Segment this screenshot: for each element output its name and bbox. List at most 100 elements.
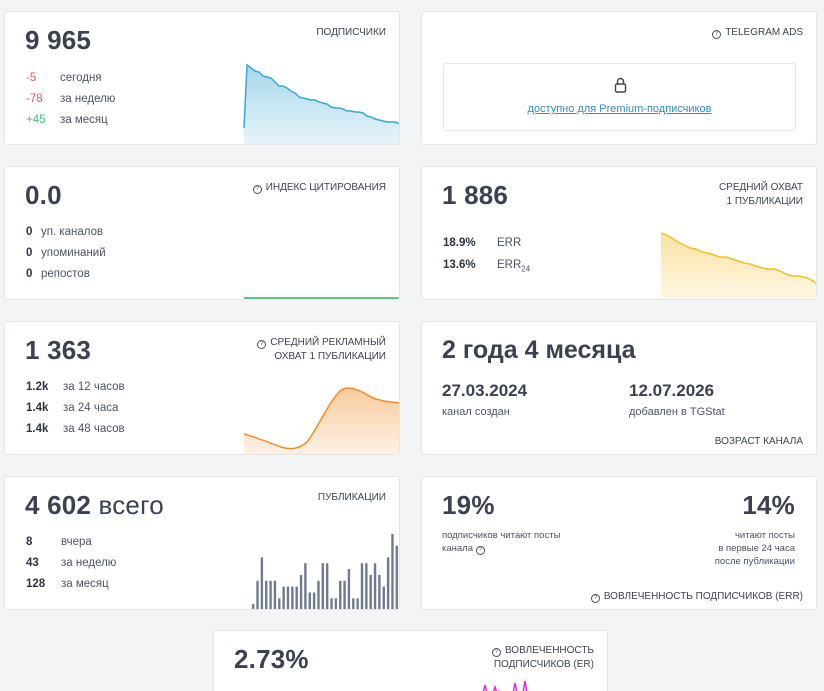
engagement-left-value: 19% <box>442 490 495 520</box>
citation-label: ? ИНДЕКС ЦИТИРОВАНИЯ <box>252 181 386 195</box>
reach-line <box>660 232 816 285</box>
posts-bar <box>321 563 325 609</box>
posts-bar <box>256 580 259 609</box>
posts-bar <box>312 592 316 609</box>
posts-bar <box>286 586 290 609</box>
premium-lock-box[interactable]: доступно для Premium-подписчиков <box>443 63 796 131</box>
reach-row-err: 18.9% ERR <box>443 237 522 249</box>
channel-age-footer: ВОЗРАСТ КАНАЛА <box>714 436 803 447</box>
subscribers-area <box>244 65 399 144</box>
subscribers-value: 9 965 <box>25 25 92 55</box>
telegram-ads-label: ? TELEGRAM ADS <box>712 26 803 40</box>
posts-bar <box>304 563 307 609</box>
citation-row-reposts: 0 репостов <box>26 268 90 280</box>
posts-bar <box>269 580 272 609</box>
posts-row-month: 128 за месяц <box>26 578 109 590</box>
subscribers-row-month: +45 за месяц <box>26 114 108 126</box>
info-icon[interactable]: ? <box>252 185 262 194</box>
citation-card[interactable]: 0.0 ? ИНДЕКС ЦИТИРОВАНИЯ 0 уп. каналов 0 уп… <box>4 166 400 300</box>
info-icon[interactable]: ? <box>257 340 267 349</box>
ad-reach-value: 1 363 <box>25 335 92 365</box>
posts-bar <box>395 545 399 609</box>
created-label: канал создан <box>442 406 510 418</box>
channel-age-card[interactable]: 2 года 4 месяца 27.03.2024 канал создан … <box>421 321 817 455</box>
posts-bar <box>325 563 329 609</box>
info-icon[interactable]: ? <box>491 648 501 657</box>
subscribers-row-week: -78 за неделю <box>26 93 116 105</box>
posts-bar <box>299 574 303 609</box>
posts-bar <box>265 580 268 609</box>
posts-bar <box>365 563 368 609</box>
citation-value: 0.0 <box>25 180 62 210</box>
posts-bar <box>278 598 281 609</box>
posts-bar <box>369 574 372 609</box>
posts-bar <box>347 569 351 609</box>
reach-value: 1 886 <box>442 180 509 210</box>
added-date: 12.07.2026 <box>629 381 715 400</box>
engagement-right-text: читают посты в первые 24 часа после публ… <box>714 530 795 567</box>
posts-row-yesterday: 8 вчера <box>26 536 92 548</box>
posts-row-week: 43 за неделю <box>26 557 117 569</box>
premium-link[interactable]: доступно для Premium-подписчиков <box>527 103 712 115</box>
info-icon[interactable]: ? <box>590 594 600 603</box>
engagement-right-value: 14% <box>742 490 795 520</box>
posts-bar <box>291 586 294 609</box>
lock-icon <box>614 77 627 93</box>
ad-reach-sparkline <box>243 387 399 454</box>
engagement-footer: ? ВОВЛЕЧЕННОСТЬ ПОДПИСЧИКОВ (ERR) <box>590 590 803 604</box>
subscribers-row-today: -5 сегодня <box>26 72 102 84</box>
citation-row-channels: 0 уп. каналов <box>26 226 104 238</box>
er-label: ? ВОВЛЕЧЕННОСТЬ ПОДПИСЧИКОВ (ER) <box>491 645 594 670</box>
posts-bar <box>360 563 364 609</box>
posts-bar <box>273 580 277 609</box>
reach-card[interactable]: 1 886 СРЕДНИЙ ОХВАТ 1 ПУБЛИКАЦИИ 18.9% ER… <box>421 166 817 300</box>
info-icon[interactable]: ? <box>712 30 722 39</box>
telegram-ads-card[interactable]: ? TELEGRAM ADS доступно для Premium-подпи… <box>421 11 817 145</box>
posts-bar <box>352 598 355 609</box>
posts-bar <box>339 580 342 609</box>
citation-sparkline <box>244 297 399 299</box>
ad-reach-row-48h: 1.4k за 48 часов <box>26 423 125 435</box>
engagement-card[interactable]: 19% 14% подписчиков читают посты канала … <box>421 476 817 610</box>
posts-bar <box>282 586 285 609</box>
engagement-left-text: подписчиков читают посты канала ? <box>442 530 561 555</box>
reach-area <box>661 233 816 299</box>
er-line <box>482 680 528 691</box>
info-icon[interactable]: ? <box>475 546 485 555</box>
posts-bar-chart <box>251 534 399 609</box>
ad-reach-area <box>244 388 399 454</box>
posts-bar <box>251 604 255 609</box>
posts-value: 4 602 всего <box>25 490 164 520</box>
subscribers-sparkline <box>243 63 399 144</box>
ad-reach-row-12h: 1.2k за 12 часов <box>26 381 125 393</box>
subscribers-line <box>243 63 399 129</box>
created-date: 27.03.2024 <box>442 381 528 400</box>
posts-bar <box>382 586 385 609</box>
ad-reach-label: ? СРЕДНИЙ РЕКЛАМНЫЙ ОХВАТ 1 ПУБЛИКАЦИИ <box>257 336 386 364</box>
posts-bar <box>391 534 394 609</box>
reach-sparkline <box>660 232 816 299</box>
ad-reach-row-24h: 1.4k за 24 часа <box>26 402 119 414</box>
posts-bar <box>308 592 311 609</box>
posts-bar <box>260 557 264 609</box>
er-card[interactable]: 2.73% ? ВОВЛЕЧЕННОСТЬ ПОДПИСЧИКОВ (ER) <box>213 630 608 691</box>
posts-bar <box>356 598 359 609</box>
posts-bar <box>343 580 346 609</box>
posts-bar <box>386 557 390 609</box>
posts-bar <box>334 598 338 609</box>
posts-bar <box>373 563 377 609</box>
reach-row-err24: 13.6% ERR24 <box>443 259 531 274</box>
posts-card[interactable]: 4 602 всего ПУБЛИКАЦИИ 8 вчера 43 за недел… <box>4 476 400 610</box>
citation-row-mentions: 0 упоминаний <box>26 247 106 259</box>
posts-bar <box>317 580 320 609</box>
subscribers-card[interactable]: 9 965 ПОДПИСЧИКИ -5 сегодня -78 за неделю … <box>4 11 400 145</box>
ad-reach-line <box>243 387 399 450</box>
posts-bar <box>295 586 298 609</box>
subscribers-label: ПОДПИСЧИКИ <box>316 27 386 38</box>
posts-bar <box>378 574 381 609</box>
posts-bar <box>330 598 333 609</box>
er-sparkline <box>482 680 528 691</box>
added-label: добавлен в TGStat <box>629 406 725 418</box>
ad-reach-card[interactable]: 1 363 ? СРЕДНИЙ РЕКЛАМНЫЙ ОХВАТ 1 ПУБЛИКА… <box>4 321 400 455</box>
er-value: 2.73% <box>234 644 309 674</box>
